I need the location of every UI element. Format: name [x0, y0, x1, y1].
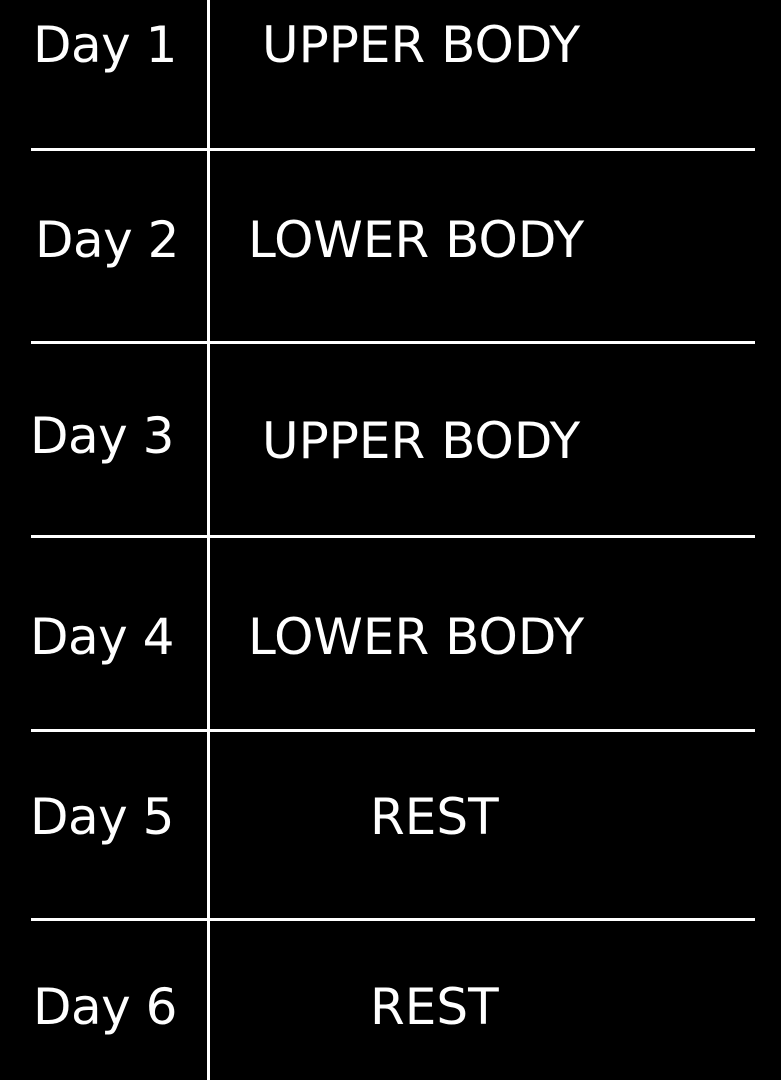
row-divider — [31, 918, 755, 921]
row-divider — [31, 148, 755, 151]
row-divider — [31, 729, 755, 732]
day-label: Day 5 — [30, 788, 174, 846]
day-label: Day 3 — [30, 407, 174, 465]
workout-label: LOWER BODY — [248, 211, 585, 269]
workout-label: REST — [370, 788, 499, 846]
row-divider — [31, 535, 755, 538]
workout-label: REST — [370, 978, 499, 1036]
day-label: Day 1 — [33, 16, 177, 74]
day-label: Day 2 — [35, 211, 179, 269]
day-label: Day 4 — [30, 608, 174, 666]
day-label: Day 6 — [33, 978, 177, 1036]
workout-label: UPPER BODY — [262, 412, 581, 470]
workout-label: LOWER BODY — [248, 608, 585, 666]
row-divider — [31, 341, 755, 344]
column-divider — [207, 0, 210, 1080]
workout-label: UPPER BODY — [262, 16, 581, 74]
